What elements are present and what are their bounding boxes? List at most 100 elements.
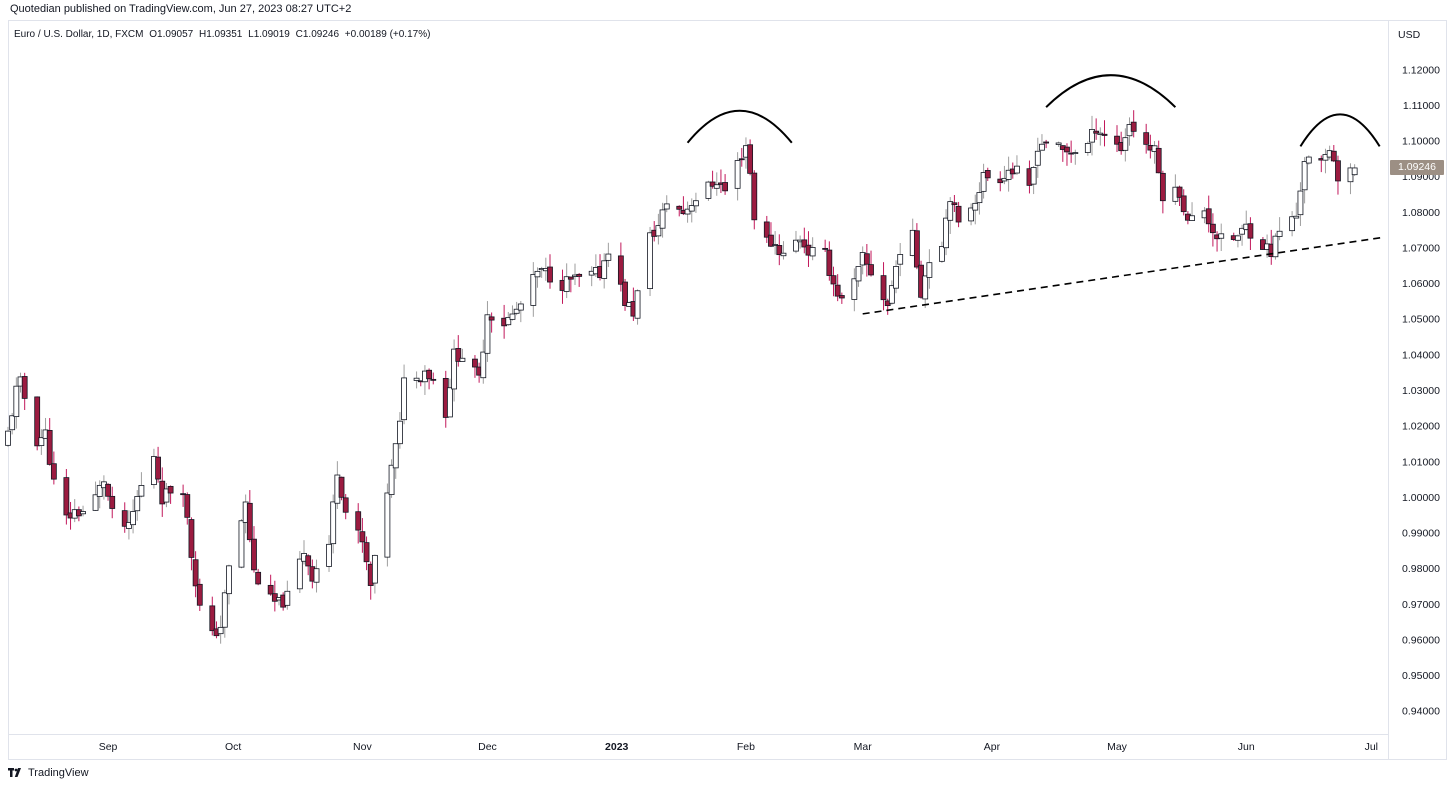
candle-up bbox=[530, 274, 537, 306]
candle-up bbox=[893, 266, 899, 289]
annotation-arc bbox=[686, 109, 793, 144]
candle-down bbox=[1114, 135, 1120, 145]
chart-pane-border bbox=[8, 20, 1447, 760]
candle-down bbox=[738, 158, 745, 161]
candle-down bbox=[196, 583, 203, 606]
candle-down bbox=[826, 249, 833, 276]
candle-down bbox=[834, 284, 841, 297]
candle-up bbox=[80, 511, 86, 515]
candle-up bbox=[976, 192, 983, 204]
candle-up bbox=[96, 484, 103, 497]
candle-up bbox=[1084, 143, 1091, 153]
candle-up bbox=[92, 494, 99, 511]
annotation-arc bbox=[1299, 113, 1381, 147]
price-tick-label: 1.03000 bbox=[1402, 385, 1440, 397]
candle-up bbox=[397, 420, 403, 445]
candle-up bbox=[134, 496, 141, 512]
candle-down bbox=[63, 477, 70, 516]
candle-down bbox=[830, 275, 837, 285]
candle-up bbox=[517, 303, 524, 311]
candle-down bbox=[192, 559, 199, 587]
candle-down bbox=[21, 376, 28, 399]
time-tick-label: Jul bbox=[1365, 741, 1378, 753]
time-tick-label: Nov bbox=[353, 741, 372, 753]
time-tick-label: Sep bbox=[99, 741, 118, 753]
candle-down bbox=[355, 511, 362, 531]
candle-up bbox=[284, 590, 291, 606]
candle-down bbox=[1143, 132, 1150, 145]
symbol-info-bar: Euro / U.S. Dollar, 1D, FXCM O1.09057 H1… bbox=[14, 29, 433, 40]
price-axis[interactable]: 1.120001.110001.100001.090001.080001.070… bbox=[1402, 64, 1440, 717]
candle-down bbox=[342, 497, 349, 513]
candle-up bbox=[947, 201, 954, 221]
candle-down bbox=[776, 245, 783, 256]
candle-down bbox=[121, 510, 128, 527]
candle-down bbox=[955, 205, 962, 223]
candle-up bbox=[221, 592, 228, 628]
candle-up bbox=[855, 266, 862, 282]
candle-down bbox=[488, 316, 495, 321]
candles-layer bbox=[5, 110, 1358, 644]
annotations-layer bbox=[686, 74, 1384, 315]
candle-up bbox=[451, 348, 458, 390]
candle-down bbox=[305, 555, 312, 567]
candle-up bbox=[888, 285, 895, 304]
candle-up bbox=[1297, 190, 1304, 216]
candle-down bbox=[209, 605, 216, 632]
candle-up bbox=[5, 430, 11, 446]
candle-up bbox=[313, 568, 320, 583]
candle-down bbox=[1330, 150, 1337, 162]
candle-up bbox=[480, 351, 487, 379]
candle-up bbox=[851, 278, 858, 300]
candle-down bbox=[359, 531, 366, 543]
price-tick-label: 0.95000 bbox=[1402, 670, 1440, 682]
candle-up bbox=[392, 443, 399, 469]
candle-up bbox=[968, 207, 974, 222]
candle-down bbox=[838, 295, 845, 299]
currency-label: USD bbox=[1398, 29, 1421, 41]
candle-down bbox=[863, 253, 870, 265]
price-tick-label: 0.99000 bbox=[1402, 528, 1440, 540]
candle-down bbox=[34, 396, 41, 447]
price-tick-label: 1.10000 bbox=[1402, 136, 1440, 148]
candle-down bbox=[188, 519, 195, 558]
high-value: H1.09351 bbox=[198, 29, 243, 40]
candle-down bbox=[747, 144, 754, 174]
candle-up bbox=[563, 276, 570, 292]
candle-up bbox=[1289, 216, 1296, 232]
price-tick-label: 1.12000 bbox=[1402, 64, 1440, 76]
candle-up bbox=[226, 565, 232, 595]
candle-up bbox=[9, 415, 16, 431]
candle-up bbox=[926, 262, 933, 278]
time-tick-label: May bbox=[1107, 741, 1128, 753]
candle-up bbox=[688, 205, 695, 212]
candle-down bbox=[50, 463, 57, 480]
publisher-line: Quotedian published on TradingView.com, … bbox=[10, 3, 352, 15]
support-trendline bbox=[862, 236, 1384, 315]
candle-up bbox=[163, 488, 170, 503]
candle-down bbox=[576, 273, 583, 277]
candle-up bbox=[647, 232, 653, 289]
candle-up bbox=[734, 160, 741, 189]
candle-down bbox=[1155, 147, 1162, 174]
candle-down bbox=[567, 276, 574, 280]
candle-down bbox=[430, 378, 437, 381]
candle-up bbox=[296, 558, 303, 590]
candle-up bbox=[943, 217, 949, 249]
candle-up bbox=[980, 172, 987, 192]
time-axis[interactable]: Sep Oct Nov Dec 2023 Feb Mar Apr May Jun Jul bbox=[99, 741, 1378, 753]
time-tick-label: Dec bbox=[478, 741, 497, 753]
candle-up bbox=[238, 520, 245, 568]
candle-down bbox=[913, 230, 920, 268]
candle-up bbox=[780, 252, 787, 257]
candle-down bbox=[246, 502, 253, 541]
candle-down bbox=[1209, 223, 1216, 234]
candle-up bbox=[1293, 215, 1300, 219]
close-value: C1.09246 bbox=[295, 29, 340, 40]
candle-down bbox=[1176, 186, 1183, 198]
candle-down bbox=[1101, 133, 1108, 136]
open-value: O1.09057 bbox=[149, 29, 194, 40]
price-tick-label: 0.94000 bbox=[1402, 706, 1440, 718]
candle-up bbox=[130, 511, 136, 526]
